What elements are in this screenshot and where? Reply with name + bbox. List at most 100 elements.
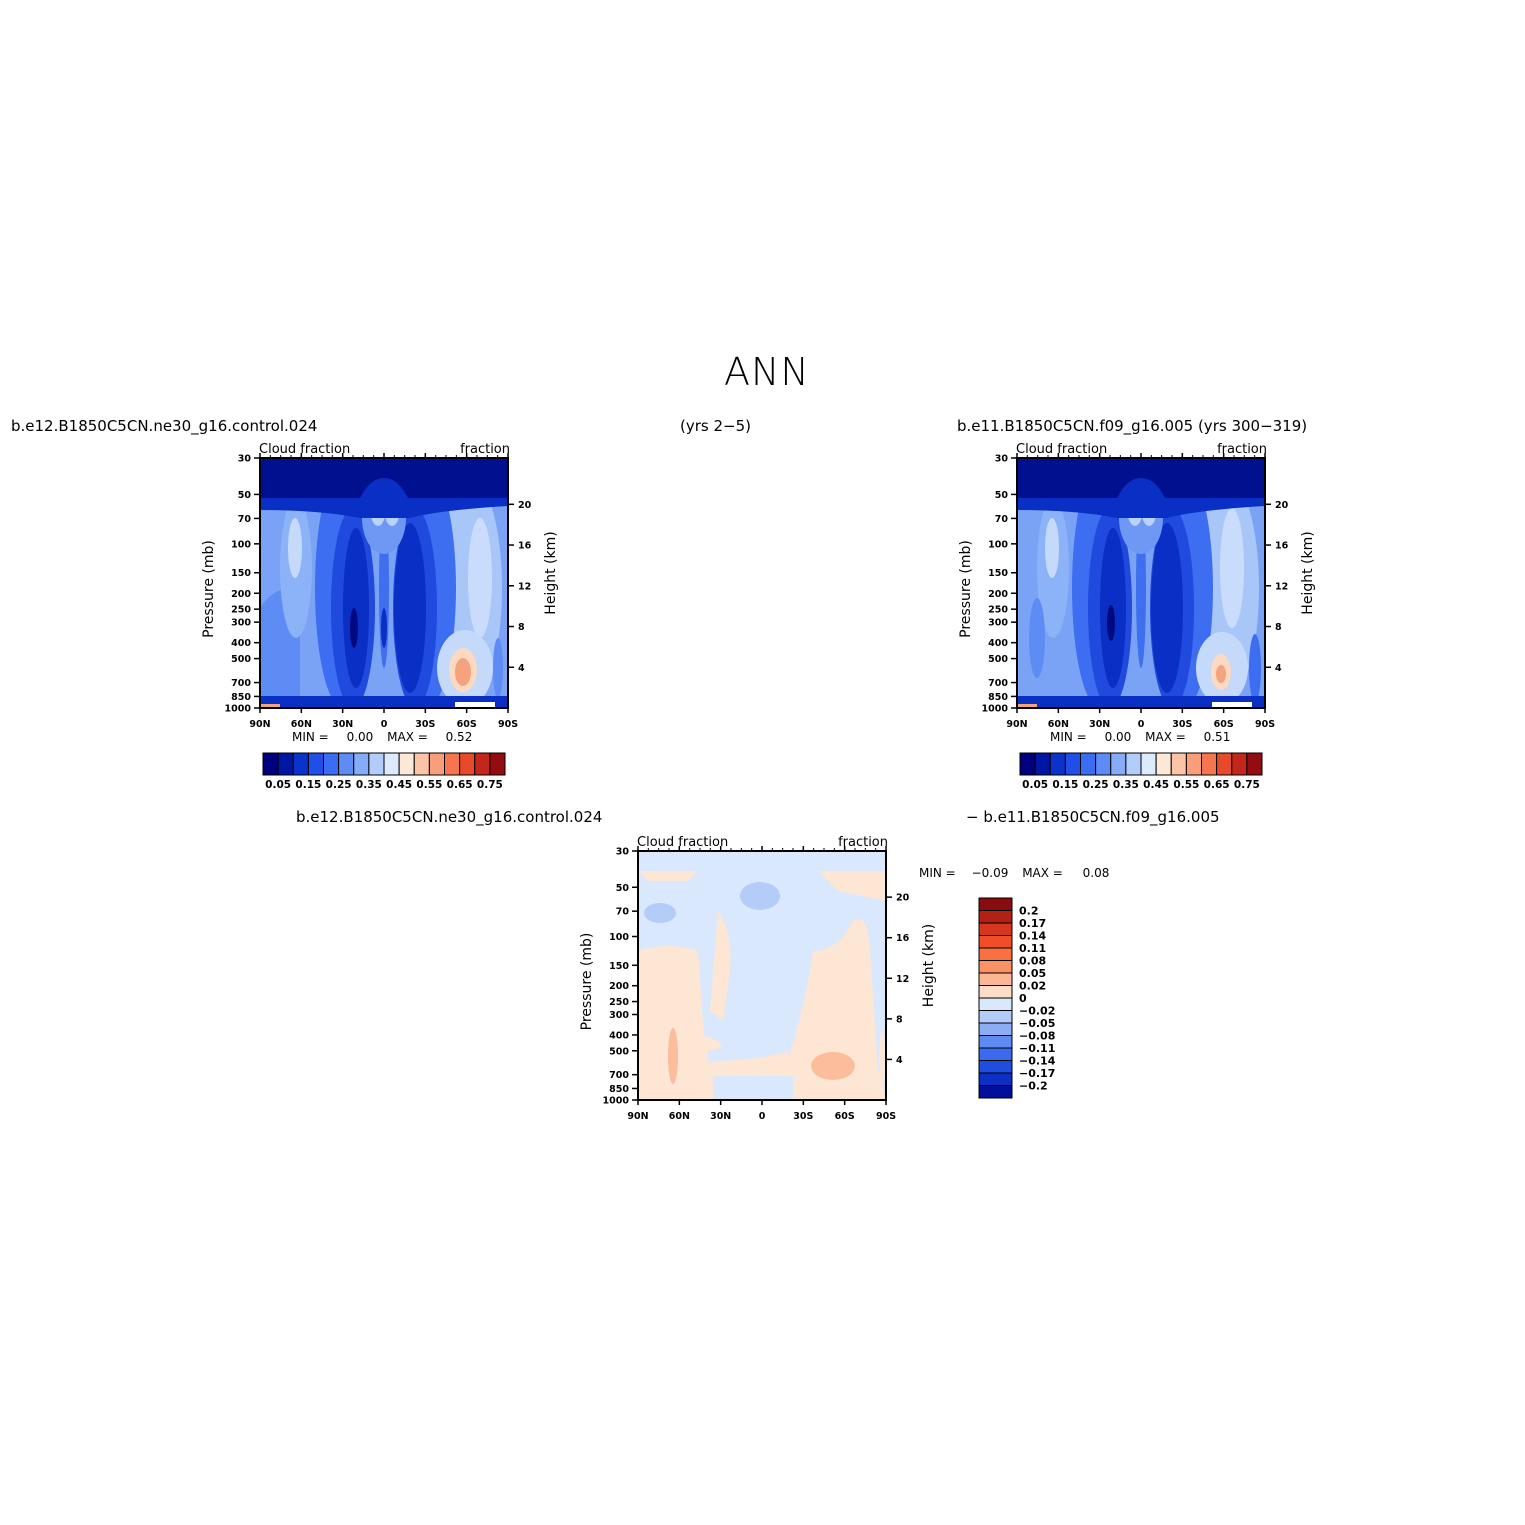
colorbar-box: [459, 752, 476, 776]
colorbar-label: 0.55: [1173, 779, 1199, 791]
colorbar-label: 0.35: [1113, 779, 1139, 791]
lat-tick-label: 30N: [710, 1111, 731, 1122]
colorbar-box: [277, 752, 294, 776]
colorbar-box: [1095, 752, 1112, 776]
height-tick-label: 20: [1275, 500, 1289, 511]
colorbar-box: [1125, 752, 1142, 776]
max-label: MAX =: [387, 730, 428, 744]
lat-tick-label: 30S: [1172, 719, 1192, 730]
min-label: MIN =: [292, 730, 329, 744]
height-tick-label: 12: [896, 974, 909, 985]
colorbar-label: 0.25: [326, 779, 352, 791]
colorbar-box: [1019, 752, 1036, 776]
colorbar-label: 0.75: [1234, 779, 1260, 791]
colorbar-box: [323, 752, 340, 776]
colorbar-box: [489, 752, 506, 776]
pressure-tick-label: 50: [995, 490, 1009, 501]
colorbar-box: [262, 752, 279, 776]
pressure-tick-label: 300: [231, 618, 251, 629]
pressure-tick-label: 30: [616, 847, 630, 858]
colorbar-box: [292, 752, 309, 776]
left-string: Cloud fraction: [259, 442, 350, 457]
pressure-tick-label: 1000: [603, 1096, 630, 1107]
colorbar-label: 0.17: [1019, 917, 1046, 930]
max-label: MAX =: [1022, 866, 1063, 880]
colorbar-box: [978, 972, 1013, 986]
colorbar-label: −0.2: [1019, 1080, 1048, 1093]
lat-tick-label: 30S: [793, 1111, 813, 1122]
colorbar-label: 0.45: [386, 779, 412, 791]
pressure-axis-label: Pressure (mb): [579, 933, 595, 1031]
colorbar-box: [413, 752, 430, 776]
pressure-tick-label: 200: [988, 589, 1008, 600]
height-axis-label: Height (km): [543, 531, 559, 614]
left-string: Cloud fraction: [1016, 442, 1107, 457]
pressure-tick-label: 500: [231, 654, 251, 665]
colorbar-label: 0.14: [1019, 930, 1046, 943]
lat-tick-label: 60S: [457, 719, 477, 730]
max-value: 0.08: [1082, 866, 1110, 880]
colorbar-box: [368, 752, 385, 776]
top-right-case-title: b.e11.B1850C5CN.f09_g16.005 (yrs 300−319…: [957, 417, 1308, 435]
colorbar-box: [978, 1047, 1013, 1061]
pressure-tick-label: 100: [231, 539, 251, 550]
pressure-tick-label: 250: [231, 605, 251, 616]
lat-tick-label: 90N: [627, 1111, 648, 1122]
height-tick-label: 8: [896, 1014, 903, 1025]
colorbar-box: [978, 922, 1013, 936]
min-label: MIN =: [1050, 730, 1087, 744]
colorbar-label: 0.05: [265, 779, 291, 791]
diff-colorbar: 0.20.170.140.110.080.050.020−0.02−0.05−0…: [978, 897, 1056, 1099]
colorbar-box: [398, 752, 415, 776]
colorbar-label: −0.08: [1019, 1030, 1055, 1043]
min-value: −0.09: [971, 866, 1009, 880]
pressure-tick-label: 200: [231, 589, 251, 600]
min-label: MIN =: [919, 866, 956, 880]
height-tick-label: 4: [518, 663, 525, 674]
height-tick-label: 8: [518, 622, 525, 633]
height-tick-label: 8: [1275, 622, 1282, 633]
colorbar-box: [474, 752, 491, 776]
colorbar-box: [1155, 752, 1172, 776]
top-right-contour-field: [1017, 458, 1265, 708]
colorbar-box: [307, 752, 324, 776]
colorbar-layer: 0.05 0.15 0.25 0.35 0.45 0.55 0.65 0.75 0.05 0.15…: [262, 752, 1263, 1099]
pressure-tick-label: 30: [995, 454, 1009, 465]
colorbar-box: [1216, 752, 1233, 776]
height-axis-label: Height (km): [1300, 531, 1316, 614]
colorbar-label: −0.05: [1019, 1017, 1055, 1030]
pressure-tick-label: 70: [238, 514, 252, 525]
colorbar-label: 0.05: [1019, 967, 1046, 980]
max-value: 0.52: [445, 730, 473, 744]
colorbar-label: 0.02: [1019, 980, 1046, 993]
colorbar-box: [1140, 752, 1157, 776]
pressure-tick-label: 400: [609, 1030, 629, 1041]
colorbar-box: [978, 897, 1013, 911]
pressure-tick-label: 700: [609, 1070, 629, 1081]
pressure-axis-label: Pressure (mb): [958, 540, 974, 638]
lat-tick-label: 0: [381, 719, 388, 730]
pressure-tick-label: 150: [231, 568, 251, 579]
lat-tick-label: 90S: [1255, 719, 1275, 730]
top-left-stats: MIN = 0.00 MAX = 0.52: [292, 730, 472, 744]
pressure-tick-label: 70: [616, 907, 630, 918]
height-tick-label: 16: [896, 933, 910, 944]
pressure-tick-label: 500: [609, 1046, 629, 1057]
colorbar-label: 0.15: [1052, 779, 1078, 791]
pressure-tick-label: 70: [995, 514, 1009, 525]
colorbar-box: [978, 1085, 1013, 1099]
colorbar-box: [428, 752, 445, 776]
pressure-tick-label: 100: [988, 539, 1008, 550]
pressure-axis-label: Pressure (mb): [201, 540, 217, 638]
pressure-tick-label: 250: [609, 997, 629, 1008]
pressure-tick-label: 700: [988, 678, 1008, 689]
lat-tick-label: 30S: [415, 719, 435, 730]
colorbar-box: [1110, 752, 1127, 776]
colorbar-box: [978, 910, 1013, 924]
colorbar-label: 0.75: [477, 779, 503, 791]
colorbar-label: 0.2: [1019, 905, 1039, 918]
height-tick-label: 12: [1275, 581, 1288, 592]
colorbar-label: 0.45: [1143, 779, 1169, 791]
pressure-tick-label: 50: [616, 883, 630, 894]
